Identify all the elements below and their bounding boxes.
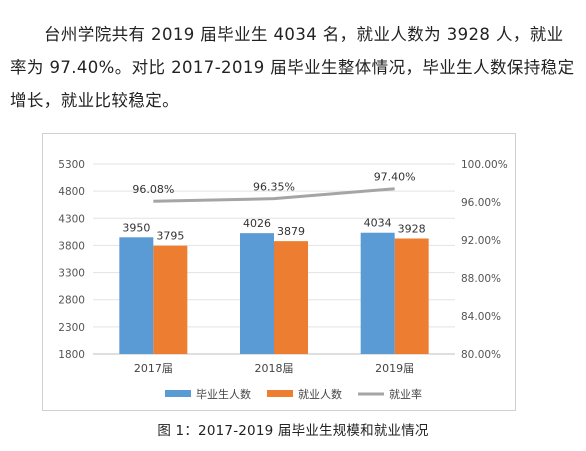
employment-rate-line	[153, 187, 395, 203]
left-tick-label: 4300	[58, 213, 85, 225]
legend-swatch	[165, 390, 191, 397]
chart-frame: 1800 2300 2800 3300 3800 4300 4800 5300 80.00% 84…	[42, 133, 516, 411]
left-tick-label: 2300	[58, 322, 85, 334]
right-tick-label: 88.00%	[461, 273, 501, 285]
right-tick-label: 84.00%	[461, 311, 501, 323]
line-data-label: 97.40%	[374, 171, 416, 184]
bar-employed	[394, 238, 429, 354]
figure-caption: 图 1：2017-2019 届毕业生规模和就业情况	[157, 423, 429, 439]
bar-data-label: 3928	[398, 222, 426, 235]
left-tick-label: 1800	[58, 349, 85, 361]
right-tick-label: 92.00%	[461, 235, 501, 247]
left-tick-label: 3300	[58, 268, 85, 280]
legend-label: 就业率	[389, 387, 422, 401]
bar-employed	[274, 241, 308, 354]
legend-label: 毕业生人数	[196, 387, 251, 401]
bar-data-label: 4026	[243, 217, 271, 230]
paragraph-text: 台州学院共有 2019 届毕业生 4034 名，就业人数为 3928 人，就业率…	[10, 25, 575, 110]
bar-graduates	[360, 232, 395, 354]
x-tick-label: 2019届	[375, 362, 414, 375]
line-data-label: 96.08%	[132, 183, 174, 196]
left-tick-label: 5300	[58, 159, 85, 171]
right-tick-label: 96.00%	[461, 197, 501, 209]
bar-data-label: 3795	[156, 230, 184, 243]
chart-svg: 1800 2300 2800 3300 3800 4300 4800 5300 80.00% 84…	[58, 159, 508, 401]
bar-graduates	[119, 237, 154, 354]
bar-data-label: 4034	[364, 217, 392, 230]
right-tick-label: 100.00%	[461, 159, 508, 171]
bar-data-label: 3950	[122, 221, 150, 234]
line-data-label: 96.35%	[253, 181, 295, 194]
x-tick-label: 2017届	[134, 362, 173, 375]
bar-graduates	[240, 233, 274, 354]
left-tick-label: 2800	[58, 295, 85, 307]
right-tick-label: 80.00%	[461, 349, 501, 361]
body-paragraph: 台州学院共有 2019 届毕业生 4034 名，就业人数为 3928 人，就业率…	[10, 18, 576, 117]
left-tick-label: 4800	[58, 186, 85, 198]
bar-data-label: 3879	[277, 225, 305, 238]
legend-label: 就业人数	[298, 387, 342, 401]
x-tick-label: 2018届	[255, 362, 294, 375]
bar-employed	[153, 245, 188, 354]
legend-swatch	[267, 390, 293, 397]
left-tick-label: 3800	[58, 240, 85, 252]
